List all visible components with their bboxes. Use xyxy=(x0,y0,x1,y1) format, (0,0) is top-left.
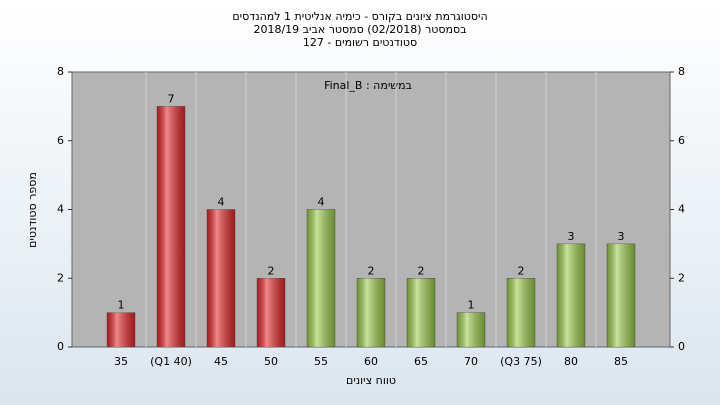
value-label: 2 xyxy=(418,264,425,277)
bar-shine xyxy=(107,312,135,347)
bar-shine xyxy=(157,106,185,347)
x-tick-label: 70 xyxy=(464,355,478,368)
annotation: במשימה : Final_B xyxy=(324,79,412,92)
value-label: 3 xyxy=(618,230,625,243)
y-axis-label: מספר סטודנטים xyxy=(26,172,39,248)
x-tick-label: 55 xyxy=(314,355,328,368)
value-label: 1 xyxy=(118,299,125,312)
y-tick-label: 2 xyxy=(57,271,64,284)
x-tick-label: 80 xyxy=(564,355,578,368)
value-label: 3 xyxy=(568,230,575,243)
value-label: 2 xyxy=(368,264,375,277)
bar-shine xyxy=(507,278,535,347)
bar-shine xyxy=(357,278,385,347)
chart-title: היסטוגרמת ציונים בקורס - כימיה אנליטית 1… xyxy=(232,10,487,23)
bar-shine xyxy=(557,243,585,347)
y-tick-label: 6 xyxy=(57,134,64,147)
chart-subtitle: סטודנטים רשומים - 127 xyxy=(303,36,417,49)
value-label: 2 xyxy=(518,264,525,277)
y-tick-label: 4 xyxy=(57,203,64,216)
y2-tick-label: 2 xyxy=(678,271,685,284)
x-tick-label: 85 xyxy=(614,355,628,368)
bar-shine xyxy=(607,243,635,347)
bar-shine xyxy=(207,209,235,347)
bar-shine xyxy=(457,312,485,347)
x-tick-label: 60 xyxy=(364,355,378,368)
chart-subtitle: בסמסטר (02/2018) סמסטר אביב 2018/19 xyxy=(253,23,466,36)
bar-shine xyxy=(407,278,435,347)
x-tick-label: (Q3 75) xyxy=(500,355,542,368)
x-axis-label: טווח ציונים xyxy=(346,374,396,387)
value-label: 2 xyxy=(268,264,275,277)
bar-shine xyxy=(307,209,335,347)
x-tick-label: 35 xyxy=(114,355,128,368)
y-tick-label: 0 xyxy=(57,340,64,353)
x-tick-label: (Q1 40) xyxy=(150,355,192,368)
y2-tick-label: 0 xyxy=(678,340,685,353)
x-tick-label: 50 xyxy=(264,355,278,368)
value-label: 1 xyxy=(468,299,475,312)
value-label: 4 xyxy=(218,196,225,209)
y-tick-label: 8 xyxy=(57,65,64,78)
y2-tick-label: 8 xyxy=(678,65,685,78)
value-label: 4 xyxy=(318,196,325,209)
y2-tick-label: 4 xyxy=(678,203,685,216)
y2-tick-label: 6 xyxy=(678,134,685,147)
x-tick-label: 45 xyxy=(214,355,228,368)
x-tick-label: 65 xyxy=(414,355,428,368)
value-label: 7 xyxy=(168,92,175,105)
bar-shine xyxy=(257,278,285,347)
